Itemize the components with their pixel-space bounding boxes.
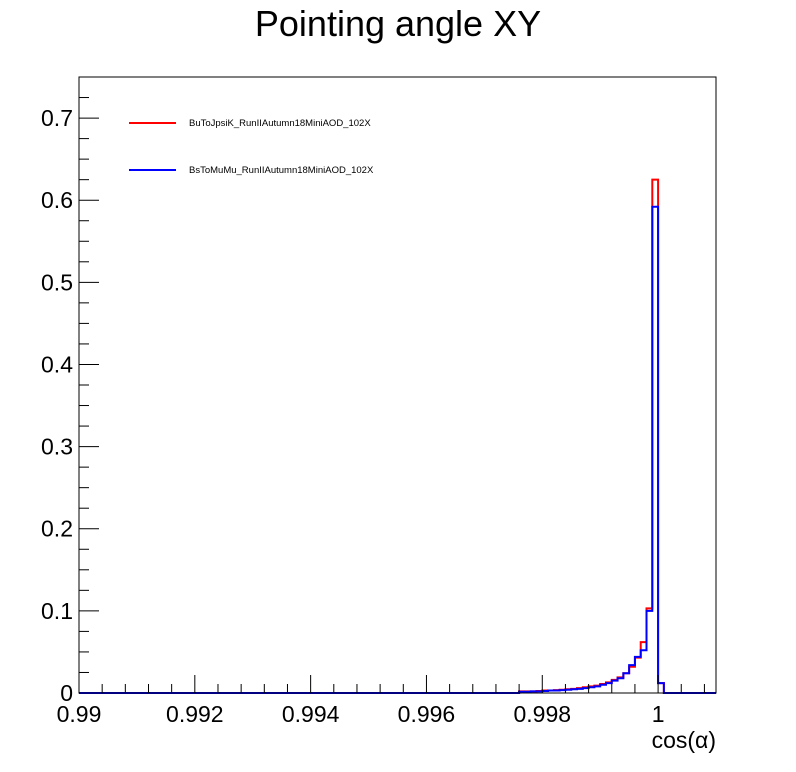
chart-title: Pointing angle XY xyxy=(255,3,541,44)
y-tick-label: 0.3 xyxy=(41,434,73,460)
x-axis-label: cos(α) xyxy=(652,727,716,753)
y-tick-label: 0.7 xyxy=(41,105,73,131)
series-line-2 xyxy=(79,205,716,694)
y-tick-label: 0.1 xyxy=(41,598,73,624)
y-tick-label: 0 xyxy=(60,680,73,706)
x-tick-label: 1 xyxy=(652,701,665,727)
y-tick-label: 0.6 xyxy=(41,187,73,213)
x-tick-label: 0.996 xyxy=(398,701,456,727)
y-tick-label: 0.2 xyxy=(41,516,73,542)
x-tick-label: 0.99 xyxy=(57,701,102,727)
legend-label: BuToJpsiK_RunIIAutumn18MiniAOD_102X xyxy=(189,118,371,129)
x-tick-label: 0.998 xyxy=(513,701,571,727)
legend: BuToJpsiK_RunIIAutumn18MiniAOD_102X BsToM… xyxy=(129,118,374,176)
x-tick-label: 0.994 xyxy=(282,701,340,727)
y-tick-label: 0.4 xyxy=(41,351,73,377)
x-tick-label: 0.992 xyxy=(166,701,224,727)
y-axis: 0 0.1 0.2 0.3 0.4 0.5 0.6 0.7 xyxy=(41,76,99,706)
series-layer xyxy=(79,178,716,694)
x-axis: 0.99 0.992 0.994 0.996 0.998 1 xyxy=(57,675,705,727)
legend-label: BsToMuMu_RunIIAutumn18MiniAOD_102X xyxy=(189,165,374,176)
y-tick-label: 0.5 xyxy=(41,269,73,295)
